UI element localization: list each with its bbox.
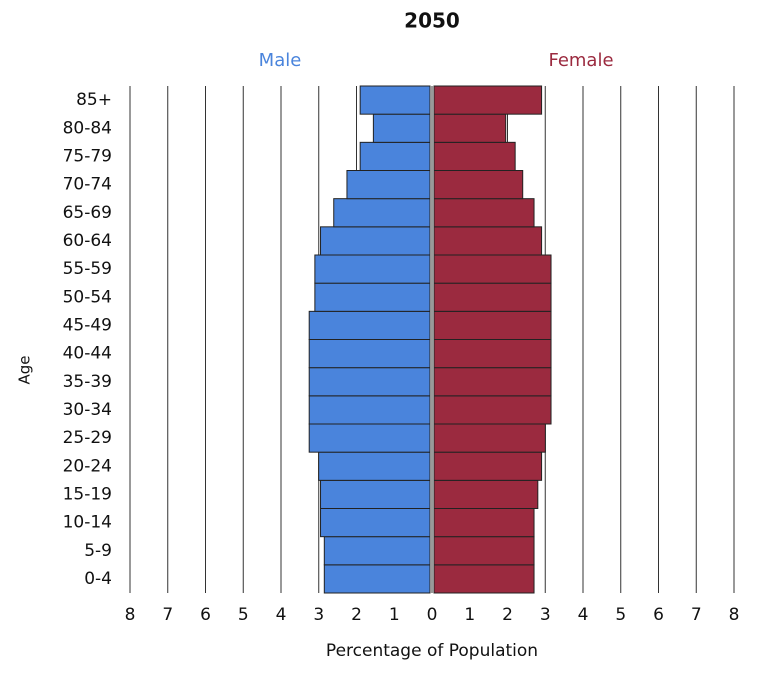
y-tick-label: 80-84 — [63, 118, 112, 138]
x-tick-label: 5 — [238, 605, 249, 625]
y-tick-label: 65-69 — [63, 203, 112, 223]
x-axis-label: Percentage of Population — [326, 641, 538, 661]
bar — [433, 451, 543, 481]
bar — [372, 113, 431, 143]
y-tick-label: 5-9 — [84, 541, 112, 561]
bar — [308, 339, 431, 369]
bar — [433, 113, 507, 143]
y-tick-label: 60-64 — [63, 231, 112, 251]
y-tick-label: 20-24 — [63, 456, 112, 476]
y-tick-label: 15-19 — [63, 484, 112, 504]
legend-label: Male — [259, 50, 302, 71]
bar — [433, 564, 535, 594]
bar — [323, 536, 431, 566]
x-tick-label: 2 — [502, 605, 513, 625]
bar — [433, 536, 535, 566]
bar — [320, 508, 431, 538]
x-tick-label: 8 — [729, 605, 740, 625]
y-tick-label: 75-79 — [63, 146, 112, 166]
bar — [433, 310, 552, 341]
y-tick-label: 35-39 — [63, 372, 112, 392]
x-tick-label: 3 — [540, 605, 551, 625]
x-tick-label: 7 — [691, 605, 702, 625]
x-tick-label: 1 — [389, 605, 400, 625]
bar — [433, 85, 543, 115]
bar — [320, 479, 431, 510]
y-tick-label: 85+ — [76, 90, 112, 110]
chart-title: 2050 — [404, 9, 460, 33]
bar — [359, 141, 431, 171]
bar — [433, 339, 552, 369]
bar — [433, 198, 535, 228]
bar — [323, 564, 431, 594]
x-tick-label: 2 — [351, 605, 362, 625]
bar — [308, 423, 431, 453]
bar — [308, 367, 431, 397]
bar — [433, 170, 524, 200]
y-tick-label: 70-74 — [63, 175, 112, 195]
bar — [308, 395, 431, 425]
x-tick-label: 5 — [615, 605, 626, 625]
x-tick-label: 4 — [276, 605, 287, 625]
bar — [314, 282, 431, 312]
y-tick-label: 10-14 — [63, 513, 112, 533]
x-tick-label: 1 — [464, 605, 475, 625]
y-axis-label: Age — [16, 355, 34, 384]
legend-label: Female — [548, 50, 613, 71]
y-tick-label: 50-54 — [63, 287, 112, 307]
x-tick-label: 7 — [162, 605, 173, 625]
bar — [314, 254, 431, 284]
bar — [333, 198, 431, 228]
y-tick-label: 55-59 — [63, 259, 112, 279]
y-tick-label: 25-29 — [63, 428, 112, 448]
x-tick-label: 8 — [125, 605, 136, 625]
y-tick-label: 30-34 — [63, 400, 112, 420]
bar — [433, 141, 516, 171]
x-tick-label: 4 — [578, 605, 589, 625]
x-tick-label: 6 — [200, 605, 211, 625]
bar — [433, 282, 552, 312]
bar — [318, 451, 431, 481]
x-tick-label: 3 — [313, 605, 324, 625]
bar — [433, 395, 552, 425]
y-tick-label: 0-4 — [84, 569, 112, 589]
bar — [433, 479, 539, 510]
bar — [359, 85, 431, 115]
bar — [433, 423, 546, 453]
bar — [433, 254, 552, 284]
x-tick-label: 6 — [653, 605, 664, 625]
y-tick-label: 40-44 — [63, 344, 112, 364]
bar — [308, 310, 431, 341]
bar — [346, 170, 431, 200]
bar — [433, 367, 552, 397]
bar — [433, 226, 543, 256]
bar — [433, 508, 535, 538]
x-tick-label: 0 — [427, 605, 438, 625]
bar — [320, 226, 431, 256]
y-tick-label: 45-49 — [63, 315, 112, 335]
